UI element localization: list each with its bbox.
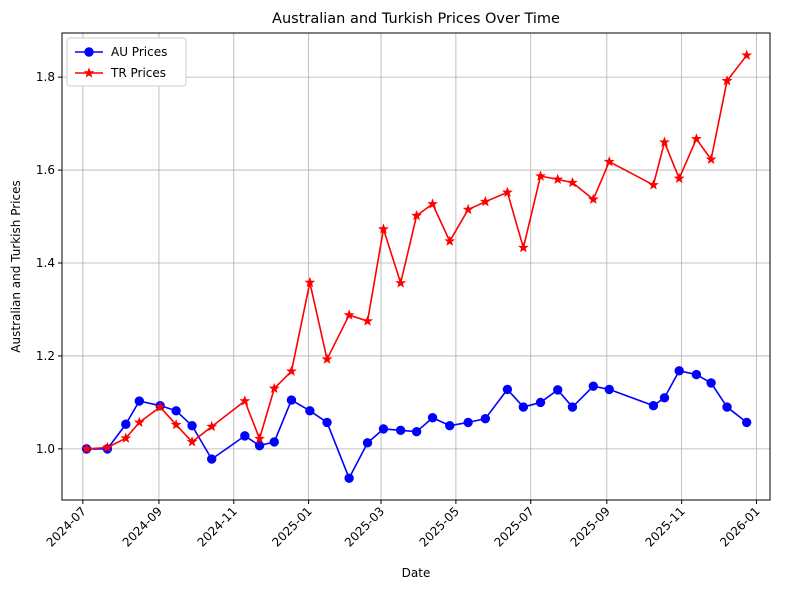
data-point xyxy=(427,413,438,423)
data-point xyxy=(502,186,513,197)
data-point xyxy=(462,203,474,215)
chart-title: Australian and Turkish Prices Over Time xyxy=(272,11,560,27)
series-au-prices xyxy=(81,366,752,483)
data-point xyxy=(268,382,280,394)
data-point xyxy=(206,420,218,432)
data-point xyxy=(588,381,599,391)
data-point xyxy=(286,395,297,405)
data-point xyxy=(567,176,578,188)
data-point xyxy=(673,172,685,184)
data-point xyxy=(674,366,684,376)
data-point xyxy=(722,402,732,412)
data-point xyxy=(378,223,389,234)
grid xyxy=(62,33,770,500)
data-point xyxy=(603,156,615,167)
x-axis-title: Date xyxy=(402,566,431,580)
data-point xyxy=(648,179,659,190)
legend-label: TR Prices xyxy=(110,66,166,80)
data-point xyxy=(411,209,422,221)
data-point xyxy=(343,309,355,320)
data-point xyxy=(427,198,438,209)
data-point xyxy=(535,397,546,408)
data-point xyxy=(133,416,145,427)
data-point xyxy=(517,242,529,253)
data-point xyxy=(102,441,113,453)
y-tick-label: 1.4 xyxy=(36,256,55,270)
data-point xyxy=(648,400,659,411)
data-point xyxy=(344,473,354,483)
y-tick-label: 1.2 xyxy=(36,349,55,363)
data-point xyxy=(480,413,491,424)
data-point xyxy=(321,353,333,364)
data-point xyxy=(187,420,197,431)
data-point xyxy=(552,173,564,184)
data-point xyxy=(705,153,717,164)
data-point xyxy=(395,277,407,288)
data-point xyxy=(535,170,546,181)
data-point xyxy=(206,454,217,464)
legend-box xyxy=(66,37,187,87)
series-tr-prices xyxy=(81,49,753,454)
data-point xyxy=(567,402,578,412)
data-point xyxy=(362,315,373,326)
data-point xyxy=(659,393,670,403)
data-point xyxy=(170,419,182,430)
series-layer xyxy=(81,49,753,483)
data-point xyxy=(186,436,198,447)
data-point xyxy=(254,440,265,451)
data-point xyxy=(134,396,145,406)
y-tick-label: 1.8 xyxy=(36,70,55,84)
data-point xyxy=(444,235,456,246)
data-point xyxy=(305,406,315,416)
data-point xyxy=(463,417,473,428)
data-point xyxy=(322,417,332,428)
data-point xyxy=(690,133,702,144)
data-point xyxy=(81,443,92,454)
data-point xyxy=(121,419,131,429)
data-point xyxy=(741,417,752,428)
data-point xyxy=(239,395,251,406)
data-point xyxy=(721,75,733,86)
y-tick-label: 1.6 xyxy=(36,163,55,177)
data-point xyxy=(518,402,529,412)
data-point xyxy=(502,384,513,395)
legend-swatch-marker xyxy=(83,67,95,78)
legend-swatch-marker xyxy=(84,47,94,57)
data-point xyxy=(254,433,265,444)
data-point xyxy=(587,193,599,204)
legend: AU Prices TR Prices xyxy=(66,37,187,87)
data-point xyxy=(445,420,455,431)
data-point xyxy=(362,438,373,448)
data-point xyxy=(691,369,702,380)
data-point xyxy=(269,437,279,447)
data-point xyxy=(378,424,389,434)
data-point xyxy=(154,401,166,412)
data-point xyxy=(553,385,563,395)
data-point xyxy=(706,378,716,388)
y-tick-label: 1.0 xyxy=(36,442,55,456)
legend-label: AU Prices xyxy=(111,45,167,59)
data-point xyxy=(479,196,491,207)
data-point xyxy=(604,384,614,395)
y-axis-title: Australian and Turkish Prices xyxy=(9,180,23,352)
data-point xyxy=(240,431,250,441)
data-point xyxy=(411,426,422,437)
data-point xyxy=(171,406,181,416)
data-point xyxy=(286,365,297,376)
data-point xyxy=(659,136,670,147)
data-point xyxy=(304,276,316,288)
data-point xyxy=(395,425,406,435)
data-point xyxy=(120,432,132,443)
data-point xyxy=(741,49,753,60)
plot-frame xyxy=(61,32,771,501)
